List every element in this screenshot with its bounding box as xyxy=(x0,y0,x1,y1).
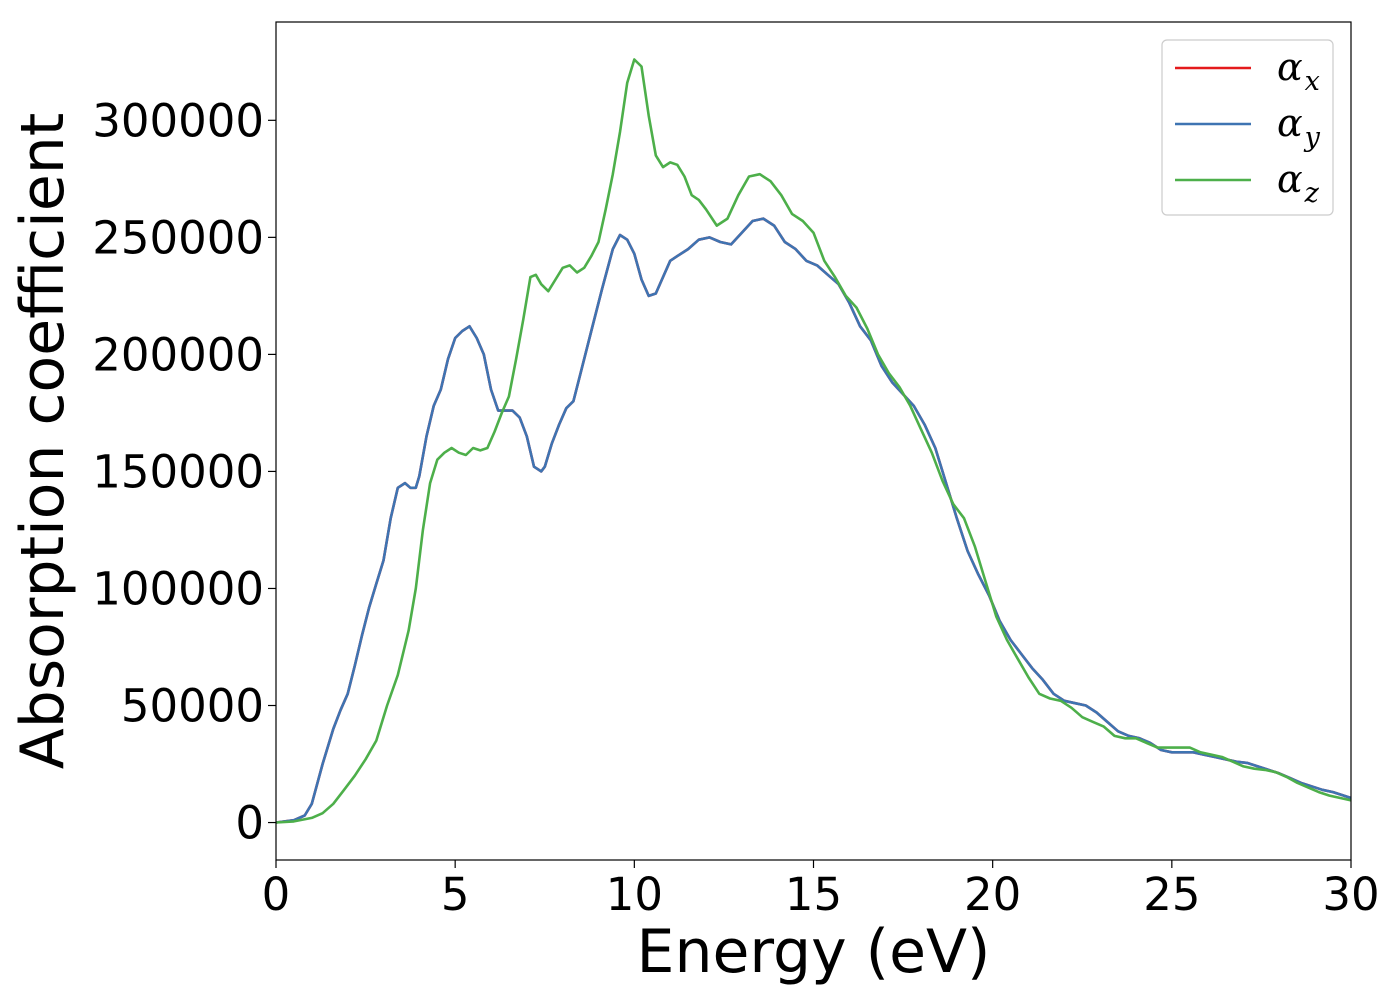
y-tick-label: 0 xyxy=(235,797,264,850)
series-line-z xyxy=(276,58,1351,824)
y-tick-label: 300000 xyxy=(92,94,264,147)
x-tick-label: 15 xyxy=(785,868,842,921)
legend-label-subscript: x xyxy=(1305,66,1320,97)
x-axis-title: Energy (eV) xyxy=(637,917,991,987)
legend-box xyxy=(1161,39,1334,216)
x-tick-label: 5 xyxy=(441,868,470,921)
legend-label-subscript: z xyxy=(1304,178,1320,209)
plot-lines xyxy=(276,58,1351,824)
x-tick-label: 20 xyxy=(964,868,1021,921)
x-tick-label: 30 xyxy=(1322,868,1379,921)
y-axis-ticks: 0 50000 100000 150000 200000 250000 300000 xyxy=(92,94,276,850)
y-tick-label: 200000 xyxy=(92,328,264,381)
series-line-y xyxy=(276,217,1351,824)
y-tick-label: 250000 xyxy=(92,211,264,264)
y-tick-label: 100000 xyxy=(92,562,264,615)
x-tick-label: 25 xyxy=(1143,868,1200,921)
legend-label-subscript: y xyxy=(1304,122,1321,153)
y-tick-label: 150000 xyxy=(92,445,264,498)
y-tick-label: 50000 xyxy=(121,680,264,733)
x-tick-label: 10 xyxy=(606,868,663,921)
x-axis-ticks: 0 5 10 15 20 25 30 xyxy=(262,860,1380,921)
y-axis-title: Absorption coefficient xyxy=(8,113,78,770)
x-tick-label: 0 xyxy=(262,868,291,921)
